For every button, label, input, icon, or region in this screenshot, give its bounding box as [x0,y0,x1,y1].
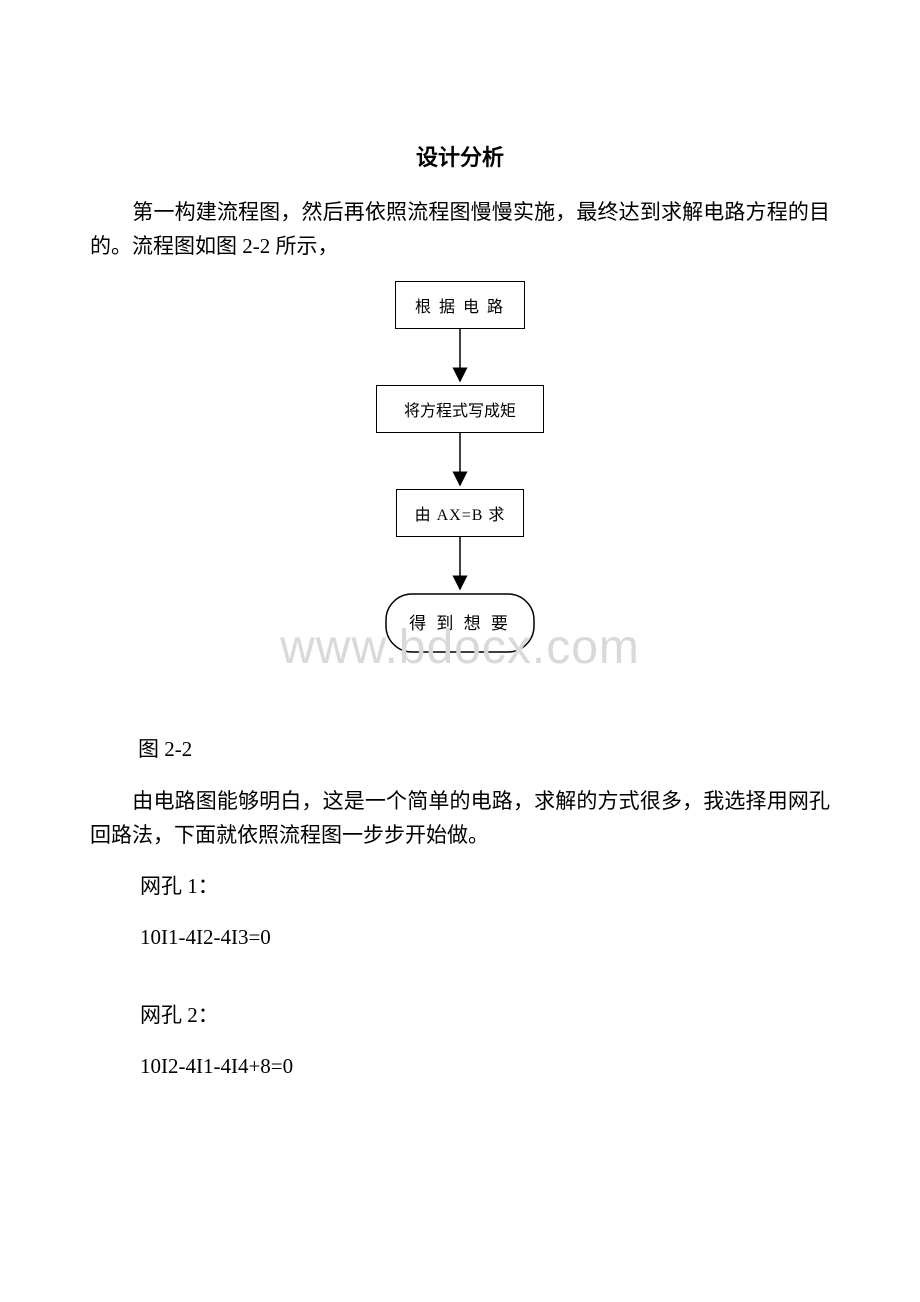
page-title: 设计分析 [90,140,830,172]
flowchart-arrow [450,537,470,593]
mesh1-label: 网孔 1： [140,870,830,904]
flowchart-arrow [450,329,470,385]
flowchart-node-3: 由 AX=B 求 [396,489,524,537]
flowchart: 根 据 电 路 将方程式写成矩 由 AX=B 求 得 到 想 要 [90,281,830,653]
flowchart-node-4-label: 得 到 想 要 [409,614,511,633]
flowchart-node-2: 将方程式写成矩 [376,385,544,433]
mesh2-equation: 10I2-4I1-4I4+8=0 [140,1051,830,1083]
figure-label: 图 2-2 [138,733,830,763]
intro-paragraph: 第一构建流程图，然后再依照流程图慢慢实施，最终达到求解电路方程的目的。流程图如图… [90,196,830,263]
mesh2-label: 网孔 2： [140,999,830,1033]
body-paragraph: 由电路图能够明白，这是一个简单的电路，求解的方式很多，我选择用网孔回路法，下面就… [90,785,830,852]
flowchart-node-1: 根 据 电 路 [395,281,525,329]
mesh1-equation: 10I1-4I2-4I3=0 [140,922,830,954]
flowchart-arrow [450,433,470,489]
flowchart-node-4: 得 到 想 要 [385,593,535,653]
spacer [90,969,830,999]
